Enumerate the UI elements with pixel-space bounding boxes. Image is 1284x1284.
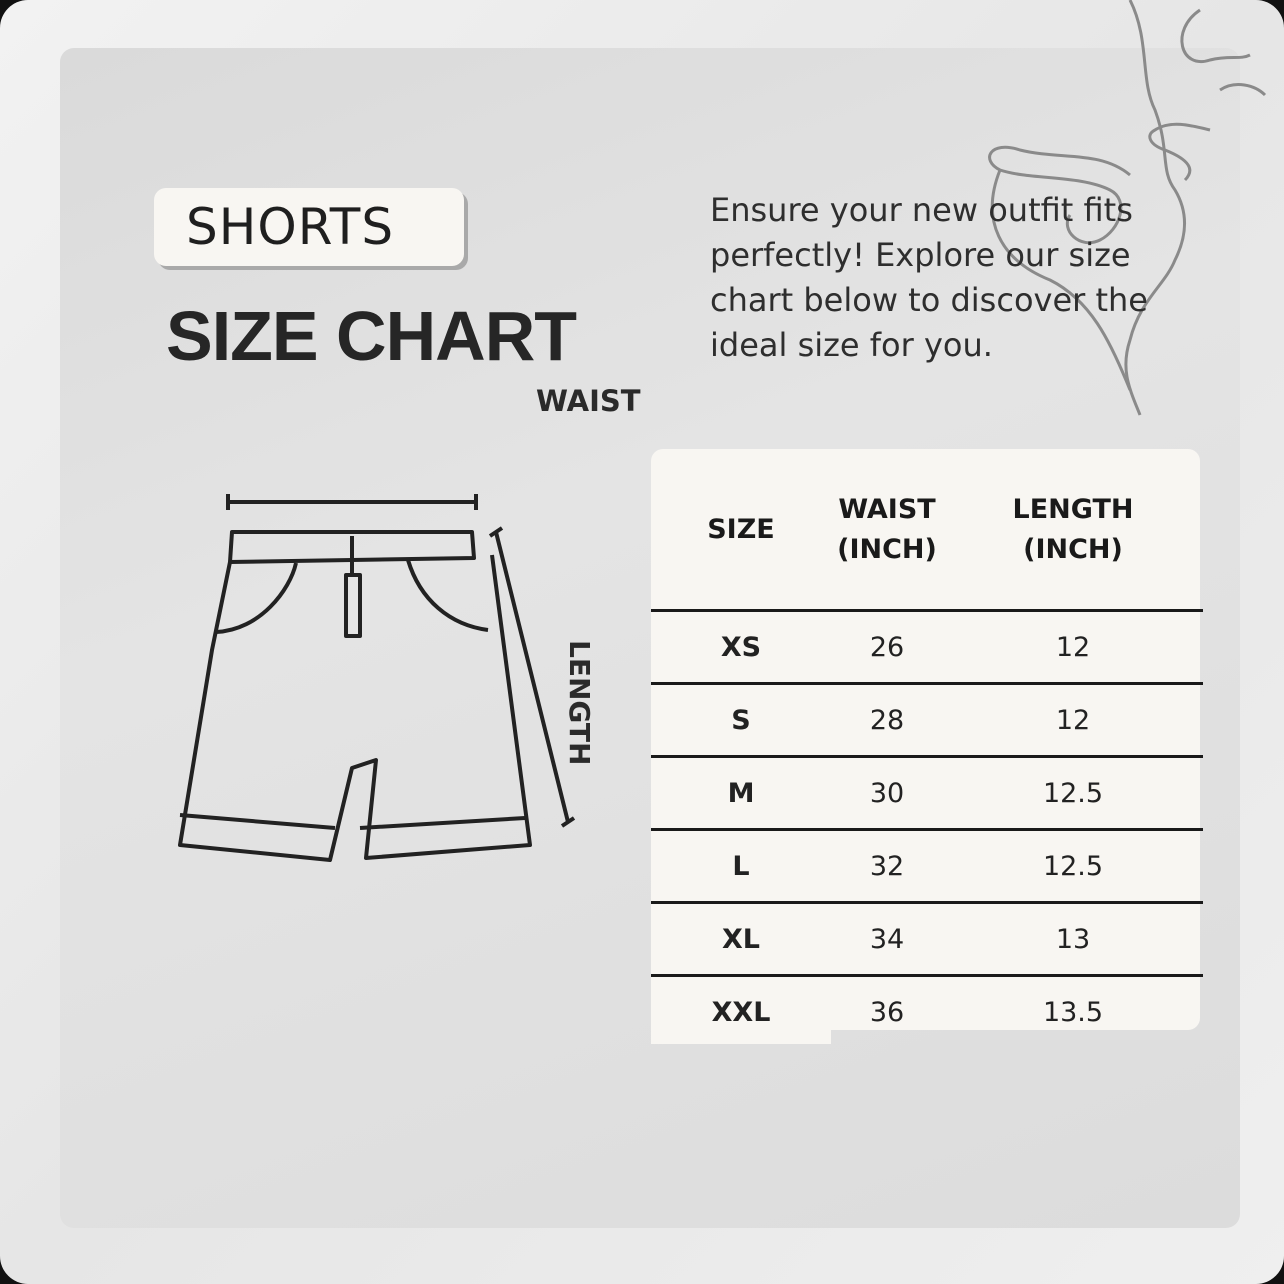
size-cell: L [732,850,750,882]
waist-cell: 26 [869,631,905,663]
size-cell: XL [721,923,761,955]
page-title: SIZE CHART [166,297,577,375]
length-cell: 13 [1055,923,1091,955]
table-row: S 28 12 [651,682,1203,755]
size-cell: M [727,777,755,809]
waist-cell: 32 [869,850,905,882]
header-length: LENGTH (INCH) [1012,494,1134,565]
header-size: SIZE [707,514,775,545]
table-tail [651,1030,831,1044]
size-cell: XS [720,631,762,663]
table-row: M 30 12.5 [651,755,1203,828]
size-cell: S [731,704,751,736]
table-row: XXL 36 13.5 [651,974,1203,1047]
table-row: XL 34 13 [651,901,1203,974]
intro-text: Ensure your new outfit fits perfectly! E… [710,191,1148,364]
waist-cell: 30 [869,777,905,809]
size-table: SIZE WAIST (INCH) LENGTH (INCH) XS 26 12 S 2… [651,449,1203,1030]
length-cell: 12.5 [1042,777,1104,809]
table-row: L 32 12.5 [651,828,1203,901]
face-line-art [988,0,1267,416]
category-badge: SHORTS [154,188,464,266]
waist-cell: 36 [869,996,905,1028]
length-cell: 12.5 [1042,850,1104,882]
size-cell: XXL [711,996,771,1028]
waist-cell: 34 [869,923,905,955]
length-cell: 12 [1055,704,1091,736]
length-cell: 13.5 [1042,996,1104,1028]
waist-cell: 28 [869,704,905,736]
waist-measure-label: WAIST [536,384,641,418]
length-cell: 12 [1055,631,1091,663]
header-waist: WAIST (INCH) [837,494,937,565]
category-label: SHORTS [186,198,395,256]
table-row: XS 26 12 [651,609,1203,682]
shorts-illustration [178,494,576,862]
